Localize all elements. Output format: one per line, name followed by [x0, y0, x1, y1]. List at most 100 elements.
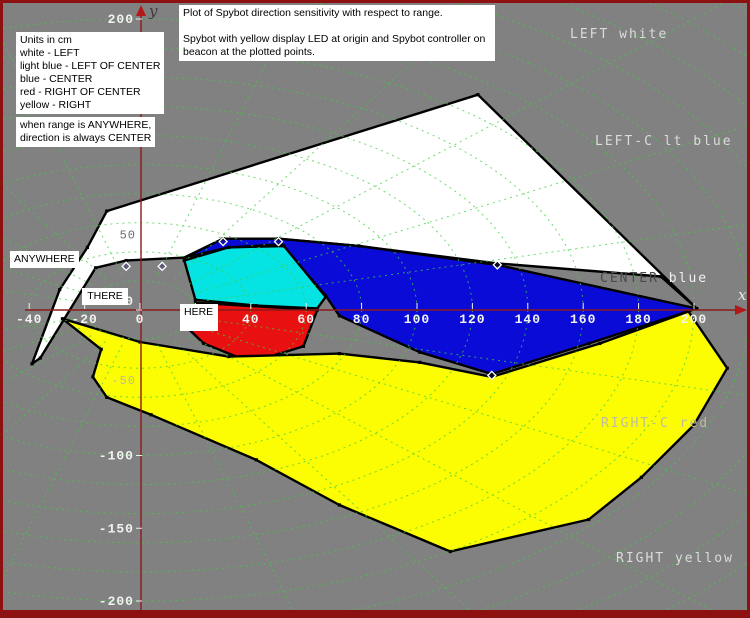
vertex-dot — [337, 314, 342, 318]
y-axis-arrow — [136, 5, 146, 16]
region-annotation-center-blue: CENTER blue — [600, 271, 708, 286]
range-label-there: THERE — [82, 288, 128, 305]
vertex-dot — [659, 274, 663, 279]
vertex-dot — [686, 309, 691, 314]
data-point-marker — [486, 370, 497, 381]
vertex-dot — [254, 458, 258, 462]
vertex-dot — [193, 301, 197, 305]
note-line-1: when range is ANYWHERE, — [20, 119, 152, 131]
vertex-dot — [227, 354, 231, 359]
y-tick-label: -100 — [99, 449, 134, 464]
region-annotation-right-c-red: RIGHT-C red — [601, 416, 709, 431]
vertex-dot — [91, 375, 95, 379]
data-point-marker — [157, 261, 168, 272]
y-tick-label: 200 — [108, 12, 134, 27]
data-point-marker — [273, 236, 284, 247]
vertex-dot — [202, 341, 206, 346]
legend-line: blue - CENTER — [20, 73, 93, 85]
y-tick-label-faint: -50 — [111, 374, 136, 388]
x-tick-label: 80 — [353, 312, 371, 327]
data-point-marker — [218, 236, 229, 247]
x-tick-label: 200 — [681, 312, 707, 327]
vertex-dot — [227, 245, 231, 250]
legend-line: white - LEFT — [20, 47, 80, 59]
region-right — [61, 310, 729, 553]
region-annotation-left-c-lt-blue: LEFT-C lt blue — [595, 134, 733, 149]
vertex-dot — [279, 242, 283, 247]
x-tick-label: 100 — [404, 312, 430, 327]
vertex-dot — [182, 258, 186, 263]
vertex-dot — [85, 245, 89, 250]
x-tick-label: 120 — [459, 312, 485, 327]
vertex-dot — [587, 517, 591, 522]
vertex-dot — [182, 256, 186, 260]
y-tick-label: 0 — [125, 294, 134, 309]
y-tick-label: -150 — [99, 521, 134, 536]
vertex-dot — [476, 93, 480, 97]
title-line-1: Plot of Spybot direction sensitivity wit… — [183, 7, 443, 19]
y-tick-label: -200 — [99, 594, 134, 609]
x-tick-label: 40 — [242, 312, 260, 327]
y-tick-label-faint: 50 — [120, 228, 136, 242]
vertex-dot — [60, 317, 65, 321]
vertex-dot — [282, 244, 286, 248]
vertex-dot — [725, 366, 729, 370]
vertex-dot — [495, 263, 499, 267]
vertex-dot — [99, 347, 103, 351]
vertex-dot — [337, 352, 342, 356]
vertex-dot — [448, 549, 452, 554]
x-tick-label: -20 — [71, 312, 97, 327]
data-point-marker — [492, 259, 503, 270]
x-tick-label: 0 — [136, 312, 145, 327]
vertex-dot — [323, 295, 328, 299]
legend-box: Units in cm white - LEFT light blue - LE… — [16, 32, 165, 114]
vertex-dot — [418, 350, 422, 354]
axes: -40-200204060801001201401601802002000-10… — [16, 2, 747, 610]
y-axis-label: y — [148, 2, 158, 20]
vertex-dot — [94, 266, 98, 270]
legend-line: Units in cm — [20, 34, 72, 46]
region-annotation-left-white: LEFT white — [570, 27, 668, 42]
note-line-2: direction is always CENTER — [20, 132, 152, 144]
vertex-dot — [105, 395, 109, 399]
legend-line: yellow - RIGHT — [20, 99, 92, 111]
vertex-dot — [598, 341, 602, 346]
range-label-anywhere: ANYWHERE — [10, 251, 79, 268]
vertex-dot — [124, 258, 128, 263]
x-axis-label: x — [738, 286, 747, 304]
vertex-dot — [149, 413, 153, 417]
data-point-markers — [121, 236, 503, 381]
vertex-dot — [301, 344, 306, 348]
title-box: Plot of Spybot direction sensitivity wit… — [179, 5, 495, 61]
vertex-dot — [221, 237, 225, 241]
x-tick-label: 60 — [297, 312, 315, 327]
x-tick-label: -40 — [16, 312, 42, 327]
vertex-dot — [587, 341, 591, 346]
x-tick-label: 160 — [570, 312, 596, 327]
data-point-marker — [121, 261, 132, 272]
vertex-dot — [138, 340, 142, 344]
x-tick-label: 140 — [515, 312, 541, 327]
note-box: when range is ANYWHERE, direction is alw… — [16, 117, 156, 147]
vertex-dot — [337, 503, 342, 507]
range-label-here: HERE — [180, 304, 218, 331]
vertex-dot — [276, 237, 281, 241]
vertex-dot — [38, 356, 42, 360]
vertex-dot — [30, 362, 34, 366]
vertex-dot — [193, 298, 197, 302]
vertex-dot — [695, 306, 699, 311]
vertex-dot — [490, 372, 494, 376]
vertex-dot — [418, 360, 422, 364]
vertex-dot — [105, 209, 109, 213]
title-line-2: Spybot with yellow display LED at origin… — [183, 33, 486, 58]
vertex-dot — [58, 288, 62, 292]
legend-line: light blue - LEFT OF CENTER — [20, 60, 161, 72]
vertex-dot — [357, 244, 361, 248]
legend-line: red - RIGHT OF CENTER — [20, 86, 141, 98]
vertex-dot — [490, 375, 494, 379]
vertex-dot — [639, 475, 643, 479]
region-left-of-center — [183, 244, 327, 310]
x-tick-label: 180 — [625, 312, 651, 327]
